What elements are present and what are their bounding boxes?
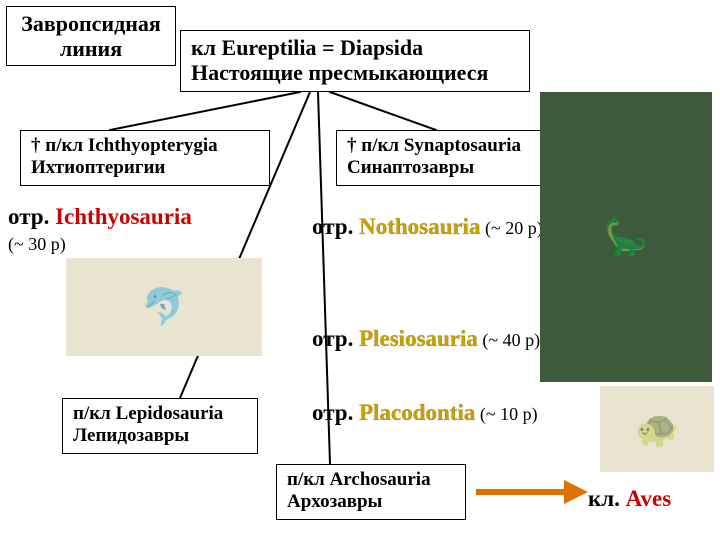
class-aves-label: кл. Aves <box>588 486 671 512</box>
ord-noth-pre: отр. <box>312 214 359 239</box>
slide-root: Завропсидная линия кл Eureptilia = Diaps… <box>0 0 720 540</box>
ichthyosaur-image: 🐬 <box>66 258 262 356</box>
subclass-lepidosauria-box: п/кл Lepidosauria Лепидозавры <box>62 398 258 454</box>
header-right-box: кл Eureptilia = Diapsida Настоящие пресм… <box>180 30 530 92</box>
subclass-archosauria-box: п/кл Archosauria Архозавры <box>276 464 466 520</box>
header-left-line2: линия <box>60 36 122 61</box>
ord-ples-pre: отр. <box>312 326 359 351</box>
ord-ich-pre: отр. <box>8 204 55 229</box>
order-placodontia-label: отр. Placodontia (~ 10 р) <box>312 400 538 426</box>
sc-lepido-l2: Лепидозавры <box>73 425 189 446</box>
reptile-icon: 🦕 <box>604 216 649 258</box>
aves-name: Aves <box>626 486 672 511</box>
aves-pre: кл. <box>588 486 626 511</box>
turtle-reptile-icon: 🐢 <box>635 408 680 450</box>
ord-plac-name: Placodontia <box>359 400 475 425</box>
ord-plac-count: (~ 10 р) <box>475 404 537 424</box>
ord-plac-pre: отр. <box>312 400 359 425</box>
fish-reptile-icon: 🐬 <box>142 286 187 328</box>
ord-noth-name: Nothosauria <box>359 214 480 239</box>
sc-ichthyo-l2: Ихтиоптеригии <box>31 157 165 178</box>
sc-lepido-l1: п/кл Lepidosauria <box>73 403 223 424</box>
ord-noth-count: (~ 20 р) <box>480 218 542 238</box>
sc-synapto-l1: † п/кл Synaptosauria <box>347 135 521 156</box>
header-left-box: Завропсидная линия <box>6 6 176 66</box>
ord-ples-name: Plesiosauria <box>359 326 478 351</box>
header-right-line2: Настоящие пресмыкающиеся <box>191 60 488 85</box>
sc-synapto-l2: Синаптозавры <box>347 157 474 178</box>
ord-ich-count: (~ 30 р) <box>8 234 66 254</box>
ord-ples-count: (~ 40 р) <box>478 330 540 350</box>
order-ichthyosauria-label: отр. Ichthyosauria (~ 30 р) <box>8 204 192 257</box>
subclass-synaptosauria-box: † п/кл Synaptosauria Синаптозавры <box>336 130 562 186</box>
order-nothosauria-label: отр. Nothosauria (~ 20 р) <box>312 214 543 240</box>
sc-ichthyo-l1: † п/кл Ichthyopterygia <box>31 135 218 156</box>
ord-ich-name: Ichthyosauria <box>55 204 192 229</box>
order-plesiosauria-label: отр. Plesiosauria (~ 40 р) <box>312 326 540 352</box>
sc-archo-l2: Архозавры <box>287 491 382 512</box>
header-left-line1: Завропсидная <box>21 11 161 36</box>
placodont-image: 🐢 <box>600 386 714 472</box>
sc-archo-l1: п/кл Archosauria <box>287 469 431 490</box>
subclass-ichthyopterygia-box: † п/кл Ichthyopterygia Ихтиоптеригии <box>20 130 270 186</box>
plesiosaur-image: 🦕 <box>540 92 712 382</box>
header-right-line1: кл Eureptilia = Diapsida <box>191 35 423 60</box>
